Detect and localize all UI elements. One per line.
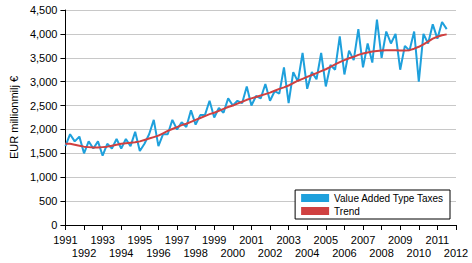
svg-text:2010: 2010 — [407, 247, 431, 259]
svg-text:1997: 1997 — [165, 234, 189, 246]
svg-text:2002: 2002 — [258, 247, 282, 259]
svg-text:500: 500 — [39, 195, 57, 207]
svg-text:2011: 2011 — [426, 234, 450, 246]
svg-text:2008: 2008 — [369, 247, 393, 259]
svg-text:2006: 2006 — [332, 247, 356, 259]
svg-text:1991: 1991 — [53, 234, 77, 246]
svg-text:2004: 2004 — [295, 247, 319, 259]
svg-text:2005: 2005 — [314, 234, 338, 246]
svg-text:1992: 1992 — [72, 247, 96, 259]
svg-text:Value Added Type Taxes: Value Added Type Taxes — [334, 193, 443, 204]
svg-text:3,000: 3,000 — [30, 76, 58, 88]
svg-text:1999: 1999 — [202, 234, 226, 246]
svg-text:1996: 1996 — [146, 247, 170, 259]
svg-text:0: 0 — [51, 219, 57, 231]
svg-text:1998: 1998 — [183, 247, 207, 259]
svg-text:2012: 2012 — [444, 247, 468, 259]
svg-text:3,500: 3,500 — [30, 52, 58, 64]
svg-text:1995: 1995 — [128, 234, 152, 246]
svg-text:2007: 2007 — [351, 234, 375, 246]
svg-text:2,500: 2,500 — [30, 100, 58, 112]
svg-text:2009: 2009 — [388, 234, 412, 246]
svg-text:2003: 2003 — [276, 234, 300, 246]
svg-text:Trend: Trend — [334, 206, 360, 217]
svg-text:EUR millionmilj €: EUR millionmilj € — [8, 76, 20, 159]
svg-text:1993: 1993 — [90, 234, 114, 246]
svg-text:1994: 1994 — [109, 247, 133, 259]
svg-text:2001: 2001 — [239, 234, 263, 246]
svg-text:4,500: 4,500 — [30, 4, 58, 16]
svg-text:1,500: 1,500 — [30, 147, 58, 159]
svg-text:2000: 2000 — [221, 247, 245, 259]
svg-text:4,000: 4,000 — [30, 28, 58, 40]
svg-text:2,000: 2,000 — [30, 123, 58, 135]
svg-text:1,000: 1,000 — [30, 171, 58, 183]
